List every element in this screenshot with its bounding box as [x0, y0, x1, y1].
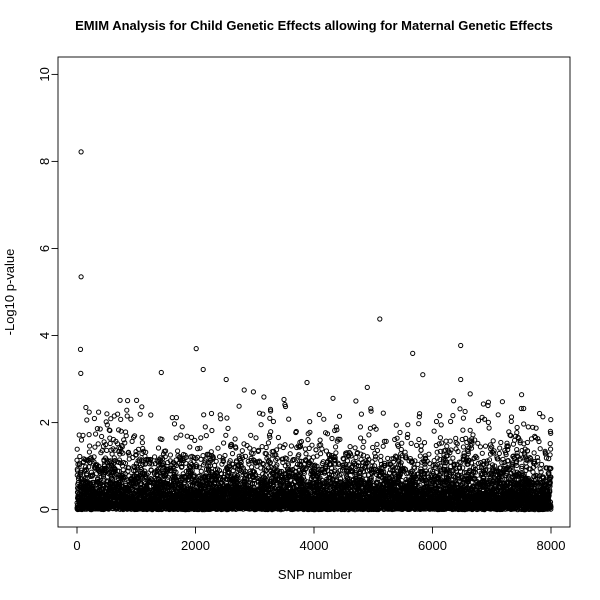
data-point [377, 316, 383, 322]
data-point [158, 369, 164, 376]
plot-border [57, 56, 571, 528]
data-point [78, 274, 84, 280]
scatter-points [74, 149, 554, 513]
data-point [78, 370, 84, 376]
x-tick-label: 4000 [300, 538, 329, 553]
data-point [458, 342, 464, 349]
y-tick-label: 6 [37, 245, 52, 252]
x-axis-label: SNP number [278, 567, 353, 582]
x-tick-label: 0 [73, 538, 80, 553]
y-axis-label: -Log10 p-value [2, 249, 17, 336]
y-tick-label: 8 [37, 158, 52, 165]
y-tick-label: 10 [37, 67, 52, 81]
plot-title: EMIM Analysis for Child Genetic Effects … [75, 18, 553, 33]
x-tick-label: 8000 [537, 538, 566, 553]
data-point [223, 376, 229, 383]
x-tick-label: 6000 [418, 538, 447, 553]
data-point [420, 372, 426, 378]
data-point [304, 379, 310, 386]
x-tick-label: 2000 [181, 538, 210, 553]
data-point [200, 366, 206, 373]
data-point [77, 346, 84, 352]
data-point [78, 149, 84, 155]
data-point [458, 376, 464, 383]
y-tick-label: 0 [37, 506, 52, 513]
y-tick-label: 4 [37, 332, 52, 339]
data-point [193, 346, 199, 352]
y-tick-label: 2 [37, 419, 52, 426]
axes: 0 2000 4000 6000 8000 0 2 4 6 8 10 [37, 67, 565, 553]
data-point [410, 350, 416, 356]
